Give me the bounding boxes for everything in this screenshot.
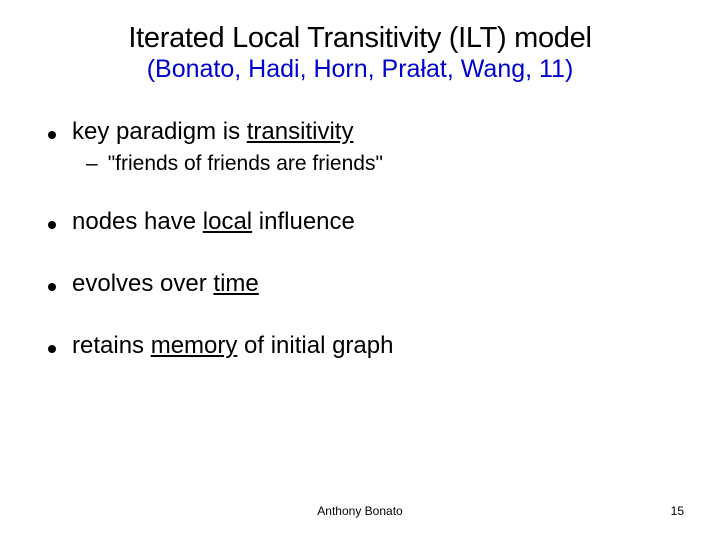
slide: Iterated Local Transitivity (ILT) model …: [0, 0, 720, 540]
bullet-text: key paradigm is transitivity: [72, 118, 353, 146]
list-item: nodes have local influence: [48, 208, 672, 236]
bullet-icon: [48, 131, 56, 139]
footer-page-number: 15: [671, 504, 684, 518]
bullet-icon: [48, 345, 56, 353]
slide-subtitle: (Bonato, Hadi, Horn, Prałat, Wang, 11): [48, 55, 672, 84]
list-subitem: – "friends of friends are friends": [86, 152, 672, 176]
list-item: retains memory of initial graph: [48, 332, 672, 360]
bullet-icon: [48, 221, 56, 229]
subbullet-text: "friends of friends are friends": [108, 152, 383, 176]
footer-author: Anthony Bonato: [0, 504, 720, 518]
bullet-text: retains memory of initial graph: [72, 332, 393, 360]
bullet-text: evolves over time: [72, 270, 259, 298]
slide-title: Iterated Local Transitivity (ILT) model: [48, 22, 672, 55]
bullet-icon: [48, 283, 56, 291]
dash-icon: –: [86, 152, 98, 176]
list-item: key paradigm is transitivity: [48, 118, 672, 146]
list-item: evolves over time: [48, 270, 672, 298]
bullet-list: key paradigm is transitivity – "friends …: [48, 118, 672, 360]
bullet-text: nodes have local influence: [72, 208, 355, 236]
